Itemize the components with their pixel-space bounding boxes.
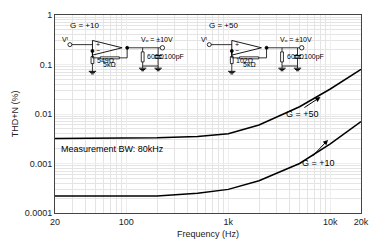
svg-text:100: 100 [119,217,134,227]
svg-text:G = +50: G = +50 [209,21,238,30]
svg-text:10k: 10k [323,217,338,227]
svg-text:−: − [96,47,100,54]
svg-text:1: 1 [47,10,52,20]
svg-text:5kΩ: 5kΩ [243,61,256,68]
svg-text:0.1: 0.1 [40,60,53,70]
svg-text:0.001: 0.001 [30,159,53,169]
svg-text:5kΩ: 5kΩ [103,61,116,68]
svg-text:−: − [235,47,239,54]
svg-text:100pF: 100pF [164,53,184,61]
svg-text:Vᴵ: Vᴵ [62,36,68,43]
svg-text:102Ω: 102Ω [236,57,253,64]
svg-text:Vₒ = ±10V: Vₒ = ±10V [280,36,312,43]
svg-text:600Ω: 600Ω [287,53,304,60]
svg-text:THD+N (%): THD+N (%) [10,91,20,138]
svg-text:Measurement BW: 80kHz: Measurement BW: 80kHz [61,144,164,154]
svg-text:G = +10: G = +10 [302,158,335,168]
svg-text:549Ω: 549Ω [97,57,114,64]
svg-text:+: + [235,41,239,48]
svg-text:+: + [96,41,100,48]
svg-text:100pF: 100pF [304,53,324,61]
svg-text:G = +10: G = +10 [70,21,99,30]
svg-text:Vᴵ: Vᴵ [201,36,207,43]
svg-text:600Ω: 600Ω [147,53,164,60]
svg-text:20k: 20k [354,217,369,227]
svg-text:Vₒ = ±10V: Vₒ = ±10V [141,36,173,43]
svg-text:Frequency (Hz): Frequency (Hz) [177,229,239,239]
svg-text:20: 20 [50,217,60,227]
svg-text:1k: 1k [224,217,234,227]
svg-text:G = +50: G = +50 [286,109,319,119]
svg-text:0.01: 0.01 [35,109,53,119]
svg-text:0.0001: 0.0001 [25,208,53,218]
